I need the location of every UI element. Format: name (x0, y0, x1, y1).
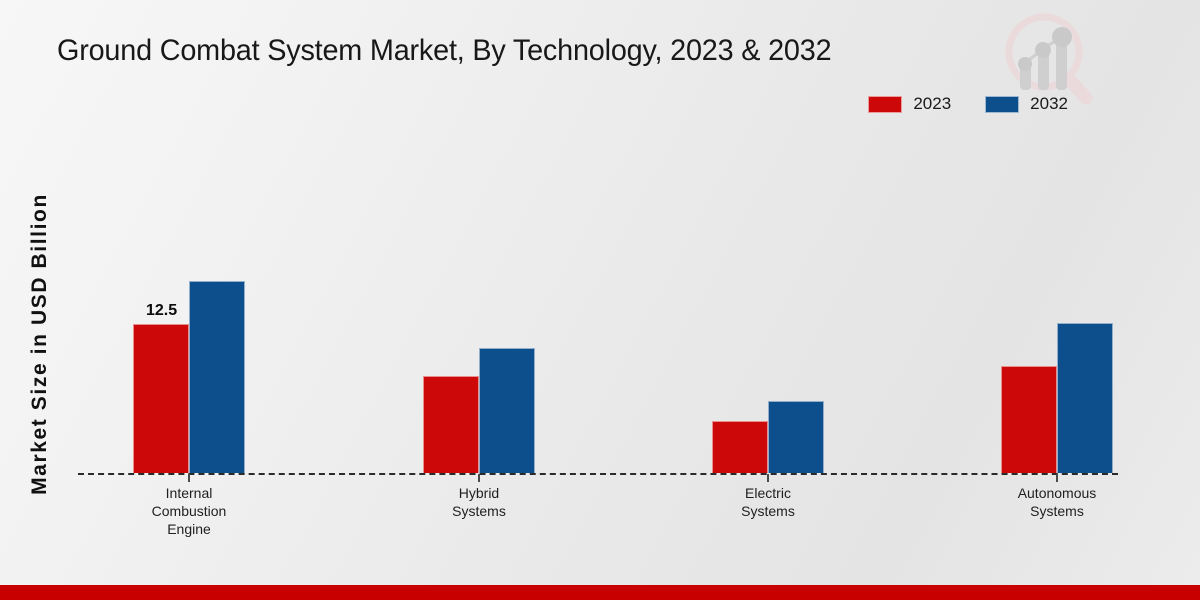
footer-accent-band (0, 585, 1200, 600)
bar-2023-internal-combustion-engine[interactable] (133, 324, 189, 473)
bar-2023-autonomous-systems[interactable] (1001, 366, 1057, 473)
legend-swatch-2023-icon (868, 95, 903, 113)
chart-legend: 2023 2032 (868, 94, 1068, 114)
legend-swatch-2032-icon (985, 95, 1020, 113)
x-axis-tick-1 (478, 474, 480, 482)
x-axis-label-hybrid-systems: Hybrid Systems (452, 485, 506, 519)
legend-item-2023[interactable]: 2023 (868, 94, 951, 114)
x-axis-tick-0 (188, 474, 190, 482)
x-axis-label-autonomous-systems: Autonomous Systems (1017, 485, 1097, 519)
chart-title: Ground Combat System Market, By Technolo… (57, 34, 832, 67)
x-axis-baseline (78, 473, 1118, 475)
data-label-2023-internal-combustion-engine: 12.5 (146, 302, 178, 319)
bar-2023-electric-systems[interactable] (712, 421, 768, 473)
x-axis-tick-2 (767, 474, 769, 482)
bar-2032-hybrid-systems[interactable] (479, 348, 535, 473)
bar-2032-electric-systems[interactable] (768, 401, 824, 473)
x-axis-label-electric-systems: Electric Systems (741, 485, 795, 519)
legend-label-2023: 2023 (913, 94, 952, 113)
bar-2032-internal-combustion-engine[interactable] (189, 281, 245, 473)
legend-item-2032[interactable]: 2032 (985, 94, 1068, 114)
bar-2032-autonomous-systems[interactable] (1057, 323, 1113, 473)
bar-2023-hybrid-systems[interactable] (423, 376, 479, 473)
legend-label-2032: 2032 (1030, 94, 1068, 113)
x-axis-label-internal-combustion-engine: Internal Combustion Engine (151, 485, 227, 537)
x-axis-tick-3 (1056, 474, 1058, 482)
